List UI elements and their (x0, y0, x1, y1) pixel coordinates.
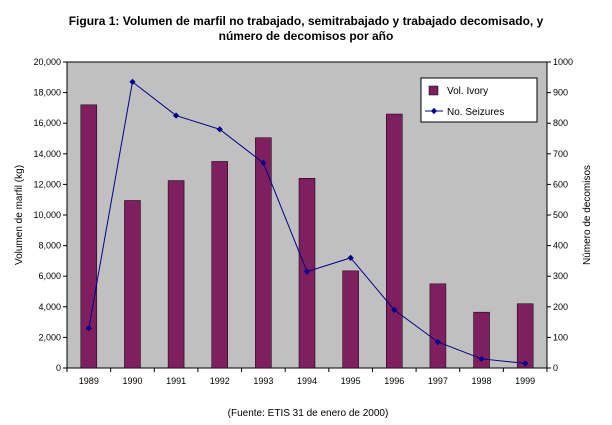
y-axis-title: Volumen de marfil (kg) (14, 165, 25, 265)
legend-swatch-vol-ivory (428, 85, 439, 96)
bar-1999 (516, 303, 534, 369)
y2-tick-label: 700 (553, 149, 568, 159)
y2-tick-label: 600 (553, 179, 568, 189)
y2-tick-label: 1000 (553, 57, 573, 67)
y-tick-label: 6,000 (38, 271, 61, 281)
x-tick-label: 1994 (297, 376, 317, 386)
x-tick-label: 1997 (428, 376, 448, 386)
bar-1995 (342, 270, 359, 369)
bar-1997 (429, 283, 447, 369)
chart-title-line-2: número de decomisos por año (219, 29, 394, 43)
y2-tick-label: 0 (553, 363, 558, 373)
y2-tick-label: 100 (553, 332, 568, 342)
seizures-point-1994 (303, 268, 311, 275)
axes-layer: 0 2,000 4,000 6,000 8,000 10,000 12,000 14,000 1… (33, 57, 573, 386)
y-tick-label: 4,000 (38, 302, 61, 312)
x-tick-label: 1991 (166, 376, 186, 386)
y-tick-label: 10,000 (33, 210, 61, 220)
x-tick-label: 1989 (79, 376, 99, 386)
bar-1990 (124, 200, 141, 369)
x-tick-label: 1992 (210, 376, 230, 386)
y2-axis-title: Número de decomisos (582, 165, 593, 265)
y2-tick-label: 200 (553, 302, 568, 312)
chart-title-line-1: Figura 1: Volumen de marfil no trabajado… (69, 14, 544, 28)
x-tick-label: 1993 (253, 376, 273, 386)
y-tick-label: 12,000 (33, 179, 61, 189)
seizures-point-1990 (129, 78, 136, 86)
x-tick-label: 1999 (515, 376, 535, 386)
x-tick-label: 1995 (341, 376, 361, 386)
source-note: (Fuente: ETIS 31 de enero de 2000) (228, 408, 389, 419)
legend-label-no-seizures: No. Seizures (447, 107, 504, 118)
bar-1989 (80, 104, 98, 369)
x-tick-label: 1998 (472, 376, 492, 386)
y-tick-label: 14,000 (33, 149, 61, 159)
y-tick-label: 16,000 (33, 118, 61, 128)
bar-1998 (473, 311, 490, 369)
y2-tick-label: 800 (553, 118, 568, 128)
bar-1991 (167, 180, 185, 369)
y-tick-label: 8,000 (38, 241, 61, 251)
x-tick-label: 1990 (122, 376, 142, 386)
y2-tick-label: 500 (553, 210, 568, 220)
x-tick-label: 1996 (384, 376, 404, 386)
seizures-point-1996 (391, 306, 398, 313)
bars-layer (80, 104, 534, 369)
seizures-point-1991 (172, 112, 180, 119)
seizures-point-1998 (478, 355, 485, 362)
y-tick-label: 0 (56, 363, 61, 373)
y2-tick-label: 900 (553, 88, 568, 98)
y-tick-label: 18,000 (33, 88, 61, 98)
y2-tick-label: 300 (553, 271, 568, 281)
bar-1993 (255, 137, 272, 369)
seizures-point-1997 (434, 338, 442, 346)
y-tick-label: 2,000 (38, 332, 61, 342)
legend-box (420, 77, 538, 123)
bar-1996 (386, 113, 403, 369)
y-tick-label: 20,000 (33, 57, 61, 67)
y2-tick-label: 400 (553, 241, 568, 251)
bar-1992 (211, 161, 228, 369)
legend: Vol. Ivory No. Seizures (420, 77, 538, 123)
legend-label-vol-ivory: Vol. Ivory (447, 86, 488, 97)
